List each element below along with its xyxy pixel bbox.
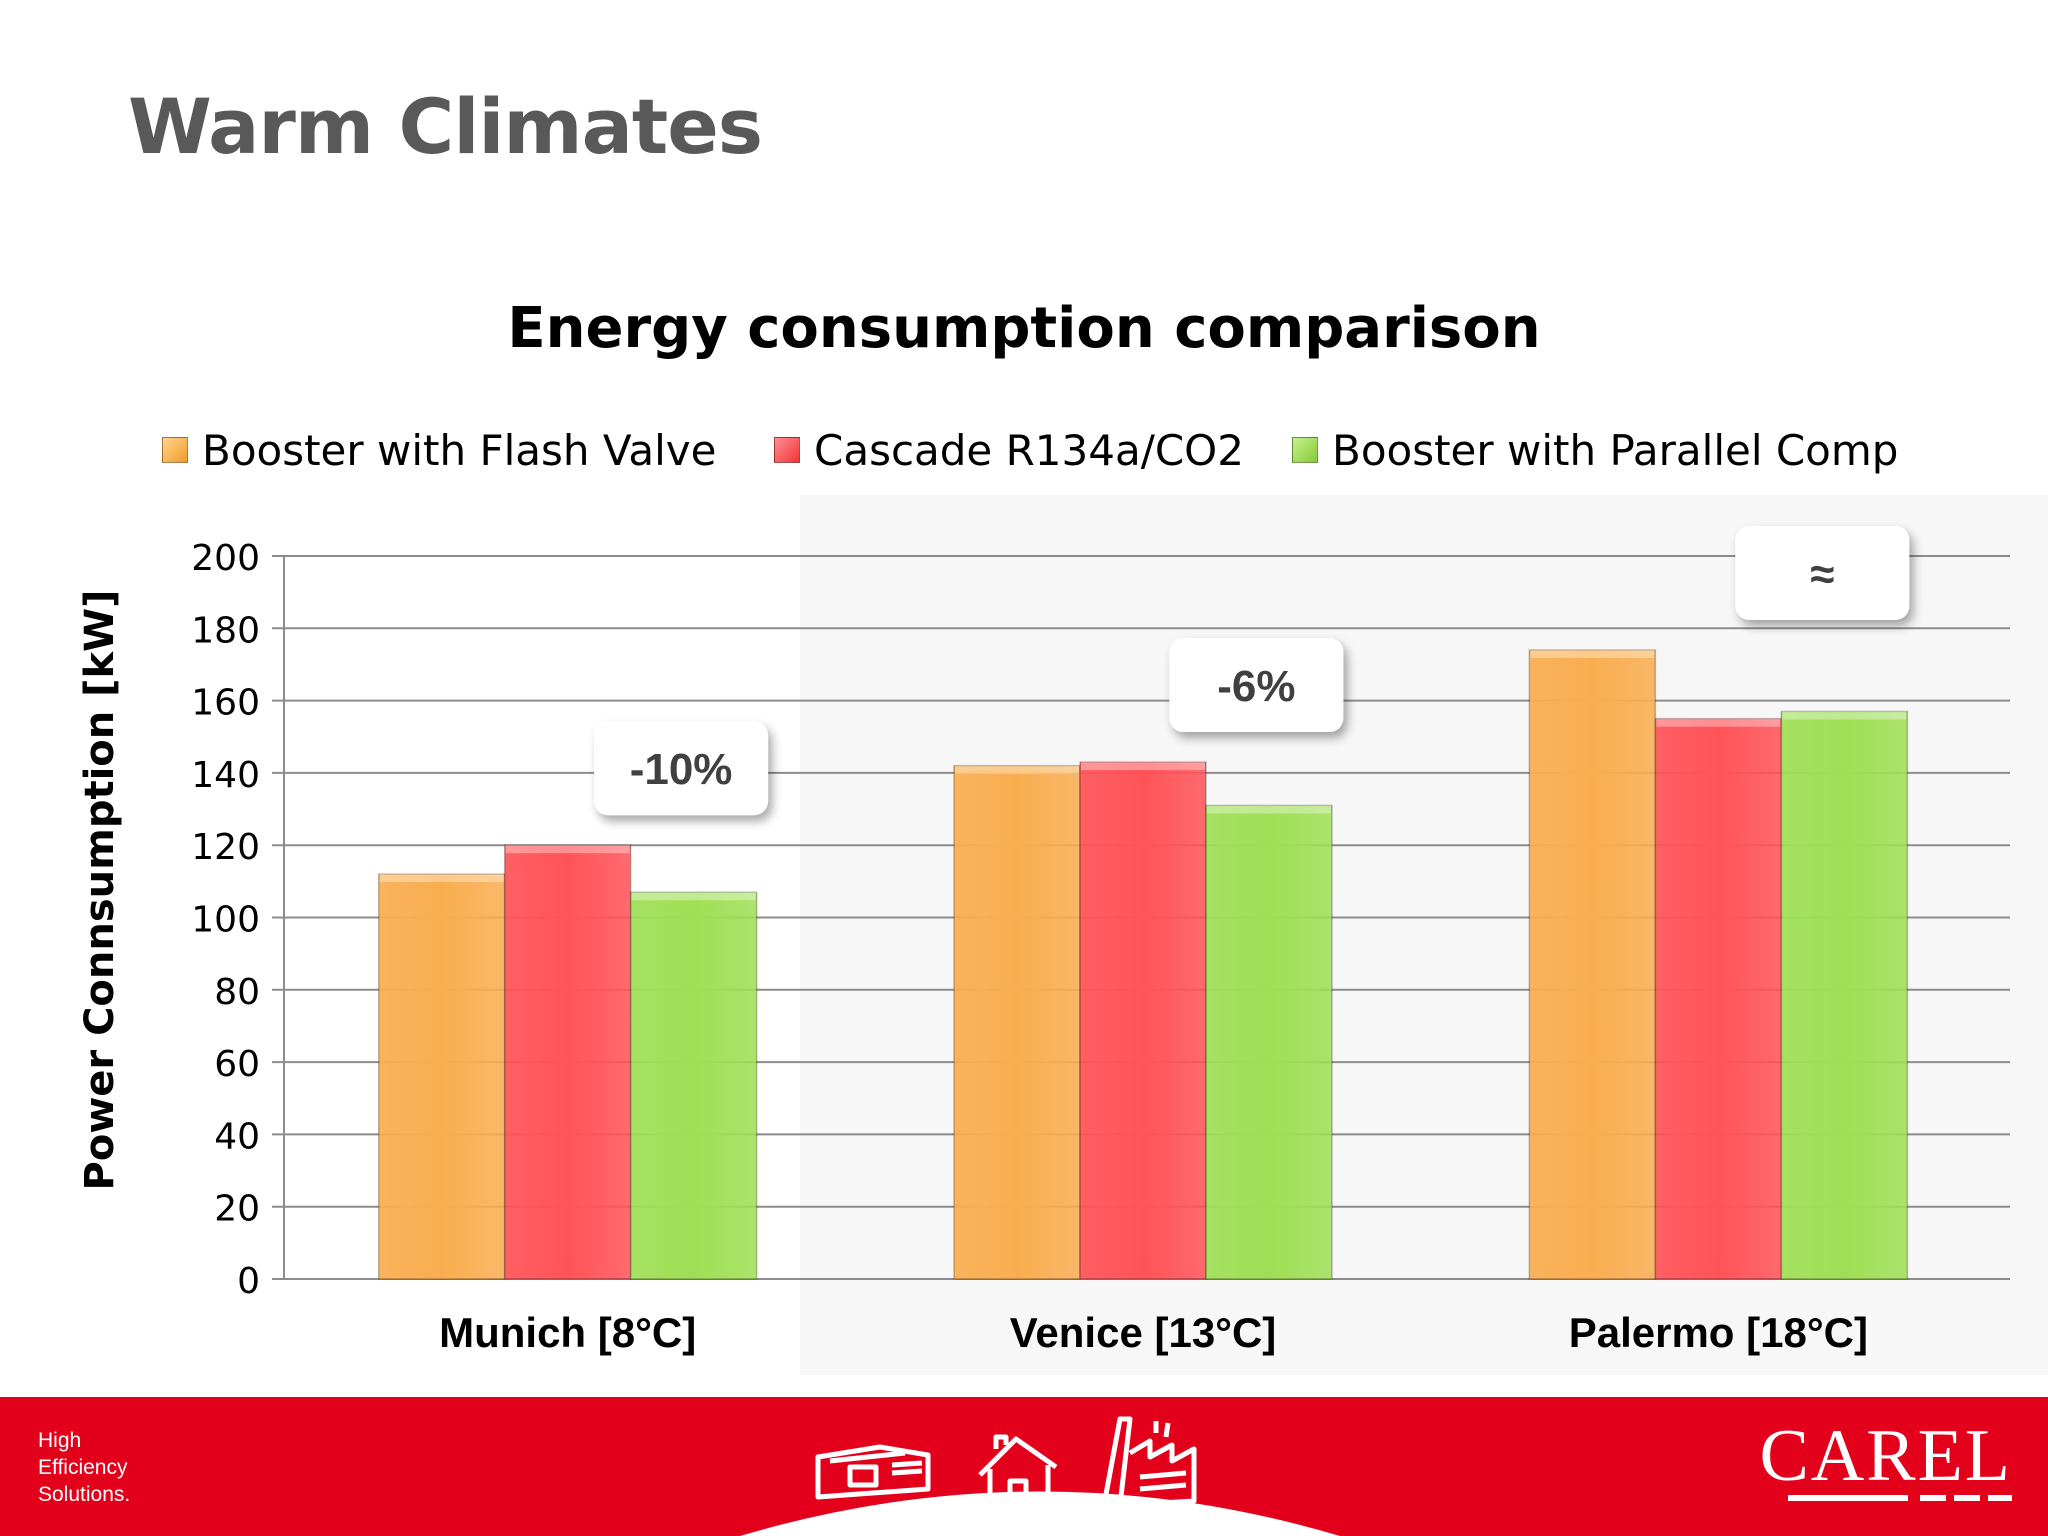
bar-3-1	[1528, 649, 1657, 1280]
bar-1-1	[377, 873, 506, 1280]
tagline-line-3: Solutions.	[38, 1483, 131, 1506]
carel-logo-underline-icon	[1788, 1495, 2012, 1501]
annotation-box	[1735, 525, 1910, 620]
legend-item-cascade: Cascade R134a/CO2	[774, 420, 1244, 480]
annotation-text: -10%	[630, 745, 733, 794]
annotation-box	[594, 721, 769, 816]
bar-2-3	[1205, 804, 1333, 1280]
bar-top-highlight	[379, 874, 504, 883]
legend-label-cascade: Cascade R134a/CO2	[814, 425, 1244, 475]
bar-top-highlight	[1207, 805, 1331, 814]
y-tick-label: 20	[214, 1189, 260, 1230]
y-tick-label: 140	[191, 755, 260, 796]
bar-2-1	[953, 764, 1081, 1280]
bar-top-highlight	[955, 765, 1079, 774]
carel-logo: CAREL	[1759, 1415, 2012, 1497]
chart-plot: 0 20 40 60 80 100 120 140 160 180 200 Munich [8°C] V…	[191, 525, 2010, 1356]
chart-title: Energy consumption comparison	[507, 296, 1541, 361]
bar-top-highlight	[505, 845, 630, 854]
annotation-callout: -10%	[594, 721, 769, 816]
y-tick-label: 160	[191, 683, 260, 724]
annotation-text: ≈	[1810, 550, 1834, 599]
y-tick-label: 60	[214, 1044, 260, 1085]
bar-top-highlight	[1782, 711, 1907, 720]
y-tick-label: 200	[191, 538, 260, 579]
y-tick-label: 180	[191, 610, 260, 651]
bar-1-2	[503, 844, 632, 1280]
legend-swatch-cascade	[774, 437, 800, 463]
y-tick-label: 80	[214, 972, 260, 1013]
slide-title: Warm Climates	[128, 82, 763, 171]
legend-label-parallel-comp: Booster with Parallel Comp	[1332, 425, 1899, 475]
tagline-line-1: High	[38, 1429, 82, 1452]
building-illustration-icon	[740, 1416, 1340, 1536]
y-tick-label: 120	[191, 827, 260, 868]
bar-top-highlight	[1656, 718, 1781, 727]
bar-1-3	[629, 891, 758, 1280]
bar-3-3	[1780, 710, 1909, 1280]
annotation-box	[1169, 638, 1344, 733]
legend-label-flash-valve: Booster with Flash Valve	[202, 425, 717, 475]
legend-item-parallel-comp: Booster with Parallel Comp	[1292, 420, 1898, 480]
x-category-label: Venice [13°C]	[1010, 1309, 1277, 1356]
y-tick-label: 100	[191, 900, 260, 941]
bar-top-highlight	[631, 892, 756, 901]
chart-legend: Booster with Flash Valve Cascade R134a/C…	[0, 420, 2048, 480]
footer-tagline: High Efficiency Solutions.	[38, 1427, 130, 1508]
annotation-callout: ≈	[1735, 525, 1910, 620]
bar-2-2	[1079, 761, 1207, 1280]
bar-top-highlight	[1530, 649, 1655, 658]
tagline-line-2: Efficiency	[38, 1456, 128, 1479]
x-category-label: Palermo [18°C]	[1569, 1309, 1868, 1356]
legend-swatch-flash-valve	[162, 437, 188, 463]
legend-swatch-parallel-comp	[1292, 437, 1318, 463]
annotation-callout: -6%	[1169, 638, 1344, 733]
bar-3-2	[1654, 717, 1783, 1280]
legend-item-flash-valve: Booster with Flash Valve	[162, 420, 716, 480]
footer-bar: High Efficiency Solutions. CAREL	[0, 1397, 2048, 1536]
annotation-text: -6%	[1217, 662, 1295, 711]
bar-top-highlight	[1081, 762, 1205, 771]
y-tick-label: 0	[237, 1261, 260, 1302]
y-tick-label: 40	[214, 1116, 260, 1157]
x-category-label: Munich [8°C]	[439, 1309, 696, 1356]
